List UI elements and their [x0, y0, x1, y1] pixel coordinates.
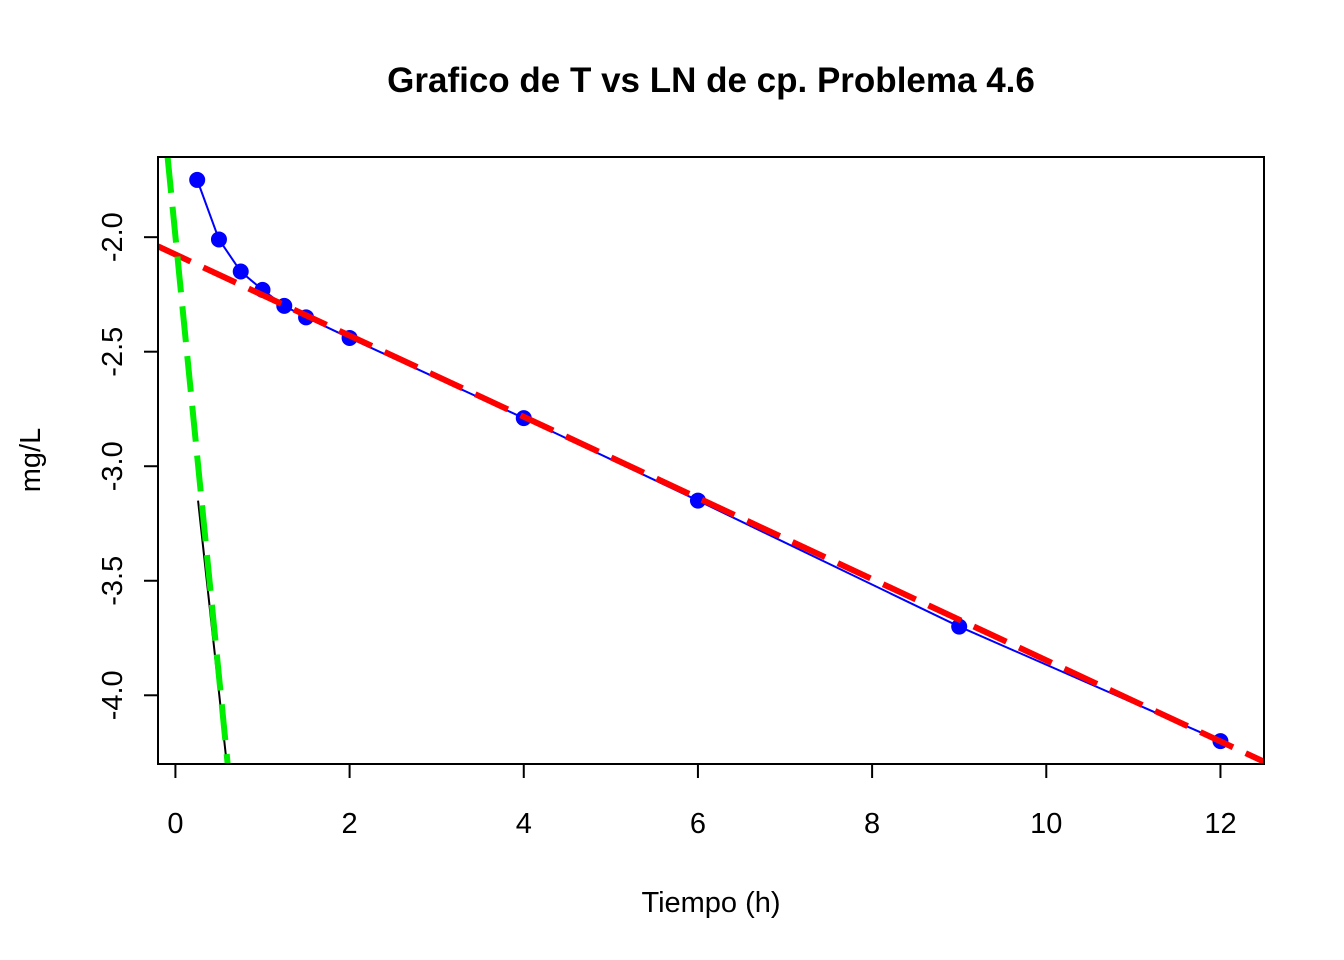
x-axis-label: Tiempo (h)	[641, 887, 780, 919]
data-point	[210, 231, 227, 248]
x-tick-label: 2	[342, 808, 358, 840]
x-tick-label: 8	[864, 808, 880, 840]
data-point	[232, 263, 249, 280]
data-point	[689, 492, 706, 509]
y-tick-label: -2.0	[97, 212, 129, 262]
y-axis-label: mg/L	[15, 428, 47, 492]
x-tick-label: 6	[690, 808, 706, 840]
red-fit-line	[158, 243, 1264, 764]
plot-frame	[157, 156, 1265, 765]
y-tick-label: -2.5	[97, 327, 129, 377]
y-tick-label: -3.0	[97, 441, 129, 491]
y-axis: -4.0 -3.5 -3.0 -2.5 -2.0	[97, 212, 159, 720]
series-lines	[196, 179, 1221, 764]
data-points	[189, 171, 1229, 750]
chart-title: Grafico de T vs LN de cp. Problema 4.6	[387, 61, 1035, 100]
blue-series-line	[196, 179, 1221, 743]
x-tick-label: 4	[516, 808, 532, 840]
y-tick-label: -3.5	[97, 556, 129, 606]
x-axis: 0 2 4 6 8 10 12	[167, 763, 1237, 840]
fit-lines	[158, 157, 1264, 764]
x-tick-label: 12	[1204, 808, 1236, 840]
data-point	[189, 171, 206, 188]
green-fit-line	[164, 157, 231, 764]
x-tick-label: 10	[1030, 808, 1062, 840]
data-point	[951, 618, 968, 635]
y-tick-label: -4.0	[97, 670, 129, 720]
x-tick-label: 0	[167, 808, 183, 840]
